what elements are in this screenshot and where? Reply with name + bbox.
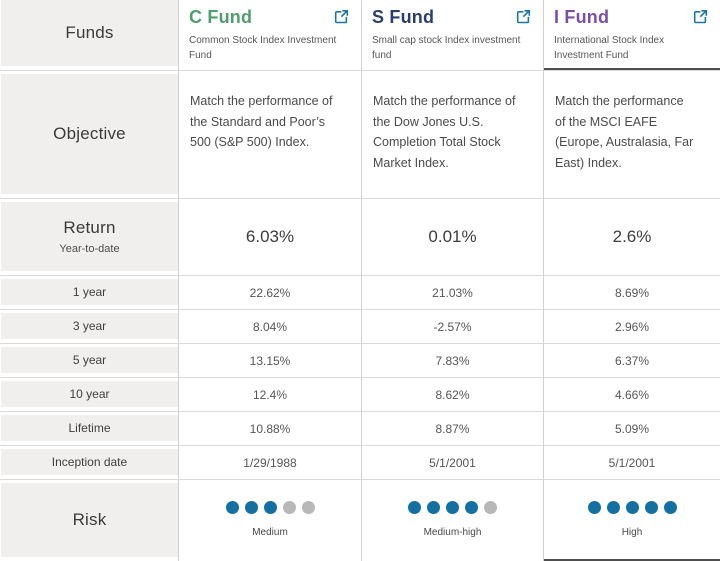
objective-row-label: Objective [53, 124, 126, 143]
s-fund-risk-cell: Medium-high [361, 479, 543, 561]
row-header-1-year: 1 year [0, 275, 178, 309]
return-row-label: Return [63, 218, 116, 237]
s-fund-lifetime-return: 8.87% [361, 411, 543, 445]
s-fund-risk-label: Medium-high [423, 527, 482, 538]
row-header-10-year: 10 year [0, 377, 178, 411]
c-fund-risk-dots [225, 501, 315, 514]
c-fund-5-year-return: 13.15% [178, 343, 361, 377]
row-header-objective: Objective [0, 70, 178, 198]
risk-dot-filled [465, 501, 478, 514]
risk-dot-filled [625, 501, 639, 514]
risk-dot-filled [587, 501, 601, 514]
c-fund-risk-label: Medium [252, 527, 288, 538]
s-fund-header-cell: S Fund Small cap stock Index investment … [361, 0, 543, 70]
i-fund-header-cell: I Fund International Stock Index Investm… [543, 0, 720, 70]
i-fund-10-year-return: 4.66% [543, 377, 720, 411]
risk-dot-filled [644, 501, 658, 514]
c-fund-title[interactable]: C Fund [189, 7, 253, 27]
risk-dot-filled [663, 501, 677, 514]
row-header-funds: Funds [0, 0, 178, 70]
risk-dot-filled [263, 501, 277, 514]
i-fund-lifetime-return: 5.09% [543, 411, 720, 445]
s-fund-3-year-return: -2.57% [361, 309, 543, 343]
ten-year-row-label: 10 year [69, 387, 110, 401]
i-fund-title[interactable]: I Fund [554, 7, 610, 27]
c-fund-inception-date: 1/29/1988 [178, 445, 361, 479]
s-fund-objective: Match the performance of the Dow Jones U… [361, 70, 543, 198]
s-fund-10-year-return: 8.62% [361, 377, 543, 411]
i-fund-objective: Match the performance of the MSCI EAFE (… [543, 70, 720, 198]
i-fund-5-year-return: 6.37% [543, 343, 720, 377]
i-fund-1-year-return: 8.69% [543, 275, 720, 309]
s-fund-ytd-return: 0.01% [361, 198, 543, 275]
c-fund-ytd-return: 6.03% [178, 198, 361, 275]
five-year-row-label: 5 year [72, 353, 107, 367]
risk-dot-empty [484, 501, 497, 514]
c-fund-3-year-return: 8.04% [178, 309, 361, 343]
row-header-5-year: 5 year [0, 343, 178, 377]
external-link-icon[interactable] [334, 9, 349, 29]
return-row-sublabel: Year-to-date [59, 243, 120, 255]
c-fund-objective: Match the performance of the Standard an… [178, 70, 361, 198]
row-header-3-year: 3 year [0, 309, 178, 343]
one-year-row-label: 1 year [72, 285, 107, 299]
s-fund-risk-dots [408, 501, 497, 514]
i-fund-risk-dots [587, 501, 677, 514]
i-fund-inception-date: 5/1/2001 [543, 445, 720, 479]
row-header-inception-date: Inception date [0, 445, 178, 479]
inception-row-label: Inception date [51, 455, 128, 469]
row-header-risk: Risk [0, 479, 178, 561]
s-fund-inception-date: 5/1/2001 [361, 445, 543, 479]
risk-dot-empty [282, 501, 296, 514]
risk-dot-filled [244, 501, 258, 514]
i-fund-risk-label: High [621, 527, 643, 538]
c-fund-subtitle: Common Stock Index Investment Fund [189, 35, 337, 61]
risk-dot-filled [427, 501, 440, 514]
external-link-icon[interactable] [693, 9, 708, 29]
lifetime-row-label: Lifetime [68, 421, 111, 435]
three-year-row-label: 3 year [72, 319, 107, 333]
external-link-icon[interactable] [516, 9, 531, 29]
c-fund-10-year-return: 12.4% [178, 377, 361, 411]
s-fund-subtitle: Small cap stock Index investment fund [372, 35, 521, 61]
i-fund-ytd-return: 2.6% [543, 198, 720, 275]
c-fund-risk-cell: Medium [178, 479, 361, 561]
i-fund-risk-cell: High [543, 479, 720, 561]
risk-dot-empty [301, 501, 315, 514]
i-fund-subtitle: International Stock Index Investment Fun… [554, 35, 665, 61]
row-header-lifetime: Lifetime [0, 411, 178, 445]
risk-row-label: Risk [72, 510, 107, 529]
risk-dot-filled [408, 501, 421, 514]
c-fund-header-cell: C Fund Common Stock Index Investment Fun… [178, 0, 361, 70]
funds-row-label: Funds [65, 23, 114, 42]
i-fund-3-year-return: 2.96% [543, 309, 720, 343]
s-fund-title[interactable]: S Fund [372, 7, 435, 27]
c-fund-1-year-return: 22.62% [178, 275, 361, 309]
s-fund-5-year-return: 7.83% [361, 343, 543, 377]
c-fund-lifetime-return: 10.88% [178, 411, 361, 445]
risk-dot-filled [225, 501, 239, 514]
s-fund-1-year-return: 21.03% [361, 275, 543, 309]
row-header-return: Return Year-to-date [0, 198, 178, 275]
risk-dot-filled [446, 501, 459, 514]
risk-dot-filled [606, 501, 620, 514]
